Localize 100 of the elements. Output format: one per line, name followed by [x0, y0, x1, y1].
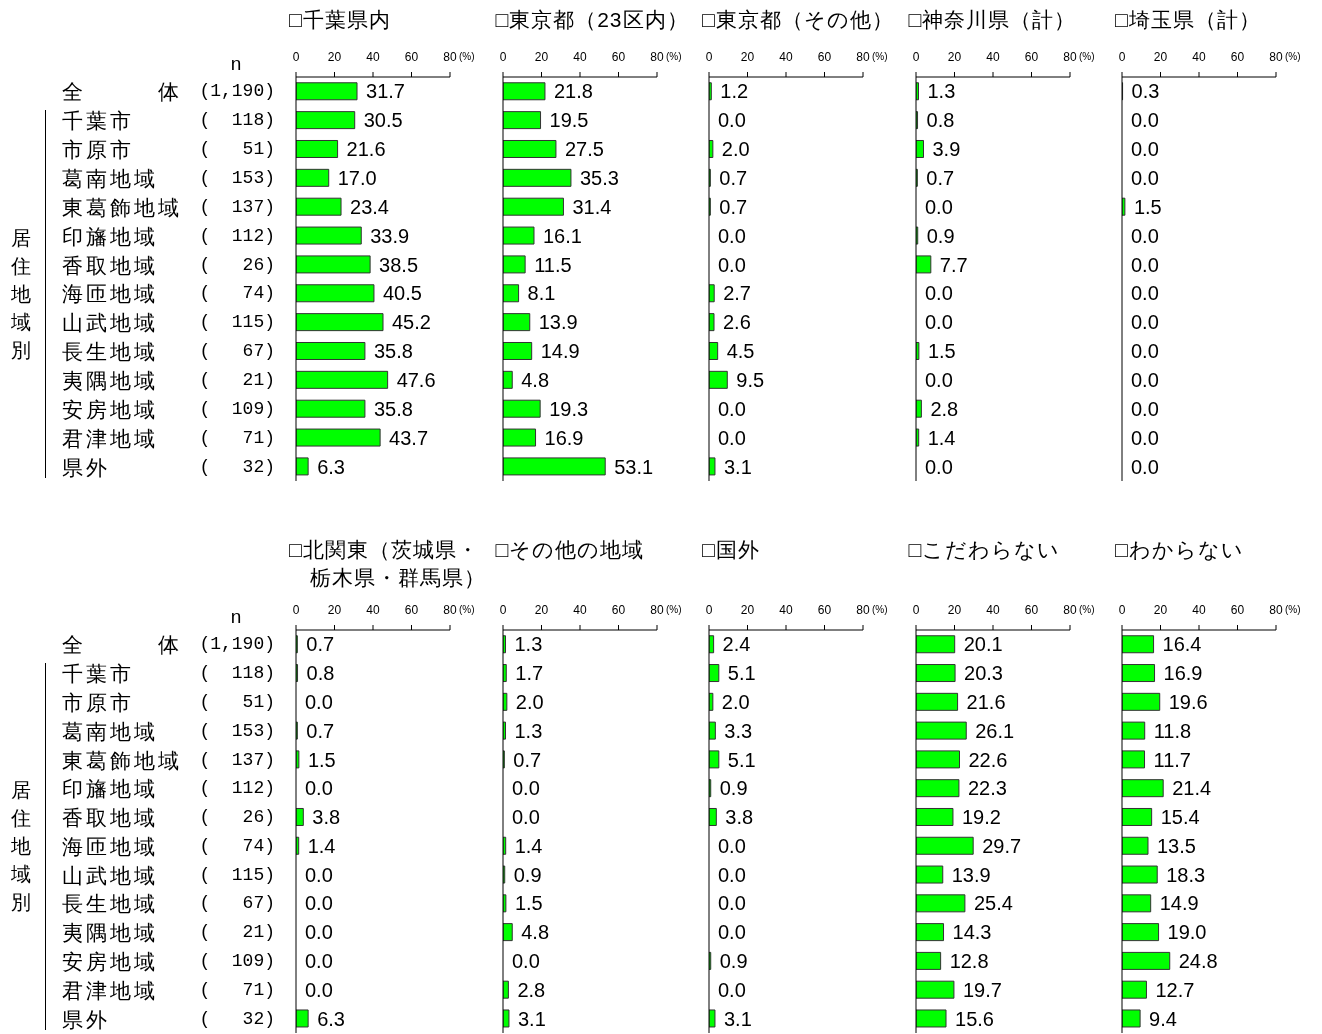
category-label: 君津地域 ( 71) — [62, 426, 275, 450]
data-label: 0.0 — [1131, 282, 1159, 305]
category-label: 山武地域 ( 115) — [62, 863, 275, 887]
data-label: 21.4 — [1172, 777, 1212, 800]
x-tick-label: 20 — [947, 50, 961, 64]
data-label: 0.0 — [305, 921, 333, 944]
x-axis-title: (%) — [1078, 603, 1095, 615]
x-tick-label: 80 — [649, 603, 664, 617]
data-label: 0.7 — [512, 748, 541, 771]
data-label: 0.0 — [718, 426, 746, 449]
data-label: 20.3 — [963, 662, 1003, 685]
data-label: 0.0 — [718, 253, 746, 276]
data-label: 7.7 — [939, 253, 968, 276]
data-label: 0.7 — [306, 719, 335, 742]
x-axis-title: (%) — [872, 603, 888, 615]
category-label: 葛南地域 ( 153) — [62, 719, 275, 743]
data-label: 21.6 — [346, 138, 386, 161]
data-label: 0.0 — [718, 109, 746, 132]
data-label: 0.0 — [305, 892, 333, 915]
data-label: 0.0 — [718, 397, 746, 420]
data-label: 1.3 — [514, 633, 542, 656]
data-label: 29.7 — [981, 834, 1021, 857]
data-label: 3.1 — [723, 455, 752, 478]
category-label: 安房地域 ( 109) — [62, 949, 275, 973]
data-label: 22.6 — [968, 748, 1007, 771]
data-label: 19.7 — [962, 978, 1002, 1001]
x-tick-label: 40 — [779, 50, 793, 64]
data-label: 0.7 — [306, 633, 335, 656]
data-label: 47.6 — [396, 369, 436, 391]
x-axis-title: (%) — [459, 603, 475, 615]
data-label: 0.3 — [1131, 80, 1160, 103]
data-label: 3.1 — [723, 1007, 752, 1030]
data-label: 15.6 — [954, 1007, 994, 1030]
data-label: 0.0 — [1131, 369, 1159, 391]
x-tick-label: 60 — [1024, 50, 1038, 64]
chart-title: □国外 — [702, 538, 760, 561]
data-label: 0.0 — [718, 978, 746, 1001]
data-label: 0.0 — [924, 311, 953, 334]
x-tick-label: 20 — [534, 50, 548, 64]
x-tick-label: 0 — [705, 603, 713, 617]
data-label: 6.3 — [317, 455, 345, 478]
x-tick-label: 20 — [1153, 50, 1168, 64]
x-tick-label: 20 — [1153, 603, 1168, 617]
y-tick-label: 東葛飾地域 ( 137) — [62, 748, 275, 772]
data-label: 0.0 — [718, 921, 746, 944]
x-tick-label: 40 — [572, 50, 587, 64]
data-label: 2.8 — [929, 397, 958, 420]
x-axis-title: (%) — [665, 50, 682, 62]
x-tick-label: 0 — [1118, 603, 1126, 617]
category-label: 長生地域 ( 67) — [62, 339, 275, 363]
x-tick-label: 80 — [1269, 50, 1283, 64]
data-label: 11.5 — [533, 253, 572, 276]
data-label: 0.0 — [924, 282, 953, 305]
data-label: 0.7 — [719, 167, 748, 189]
data-label: 1.4 — [514, 834, 543, 857]
y-axis-title: 居住地域別 — [10, 778, 32, 916]
x-tick-label: 80 — [443, 50, 457, 64]
category-label: 山武地域 ( 115) — [62, 310, 275, 334]
data-label: 0.0 — [305, 978, 333, 1001]
data-label: 12.7 — [1155, 978, 1195, 1001]
data-label: 0.0 — [305, 777, 333, 800]
data-label: 1.7 — [514, 662, 543, 685]
data-label: 0.0 — [305, 950, 333, 973]
data-label: 16.1 — [542, 224, 582, 247]
x-tick-label: 0 — [499, 50, 507, 64]
x-axis-title: (%) — [1285, 50, 1301, 62]
data-label: 9.5 — [736, 369, 765, 391]
data-label: 1.5 — [514, 892, 543, 915]
text: n — [229, 606, 243, 628]
x-tick-label: 20 — [327, 50, 342, 64]
data-label: 0.0 — [511, 950, 540, 973]
data-label: 23.4 — [350, 195, 389, 218]
x-tick-label: 40 — [366, 50, 380, 64]
data-label: 21.6 — [966, 690, 1006, 713]
chart-title: □埼玉県（計） — [1115, 7, 1262, 33]
x-tick-label: 0 — [499, 603, 507, 617]
x-tick-label: 0 — [292, 50, 300, 64]
chart-title: □東京都（23区内） — [495, 8, 689, 31]
data-label: 53.1 — [613, 455, 653, 478]
x-tick-label: 0 — [1118, 50, 1126, 64]
data-label: 1.4 — [927, 426, 956, 449]
data-label: 0.0 — [1131, 311, 1159, 334]
x-tick-label: 60 — [1230, 603, 1245, 617]
data-label: 0.0 — [1131, 224, 1159, 247]
x-tick-label: 80 — [649, 50, 664, 64]
data-label: 31.7 — [366, 80, 405, 103]
category-label: 安房地域 ( 109) — [62, 397, 275, 421]
data-label: 33.9 — [370, 224, 410, 247]
category-label: 印旛地域 ( 112) — [62, 224, 275, 248]
chart-title: □北関東（茨城県・栃木県・群馬県） — [289, 538, 486, 589]
data-label: 16.9 — [1163, 662, 1203, 685]
x-tick-label: 80 — [856, 50, 870, 64]
data-label: 0.0 — [305, 690, 333, 713]
x-tick-label: 40 — [572, 603, 587, 617]
category-label: 県外 ( 32) — [62, 1007, 275, 1031]
data-label: 1.2 — [720, 80, 749, 103]
data-label: 40.5 — [382, 282, 422, 305]
data-label: 30.5 — [363, 109, 403, 132]
y-axis-title: 居住地域別 — [10, 225, 32, 363]
data-label: 3.1 — [517, 1007, 546, 1030]
